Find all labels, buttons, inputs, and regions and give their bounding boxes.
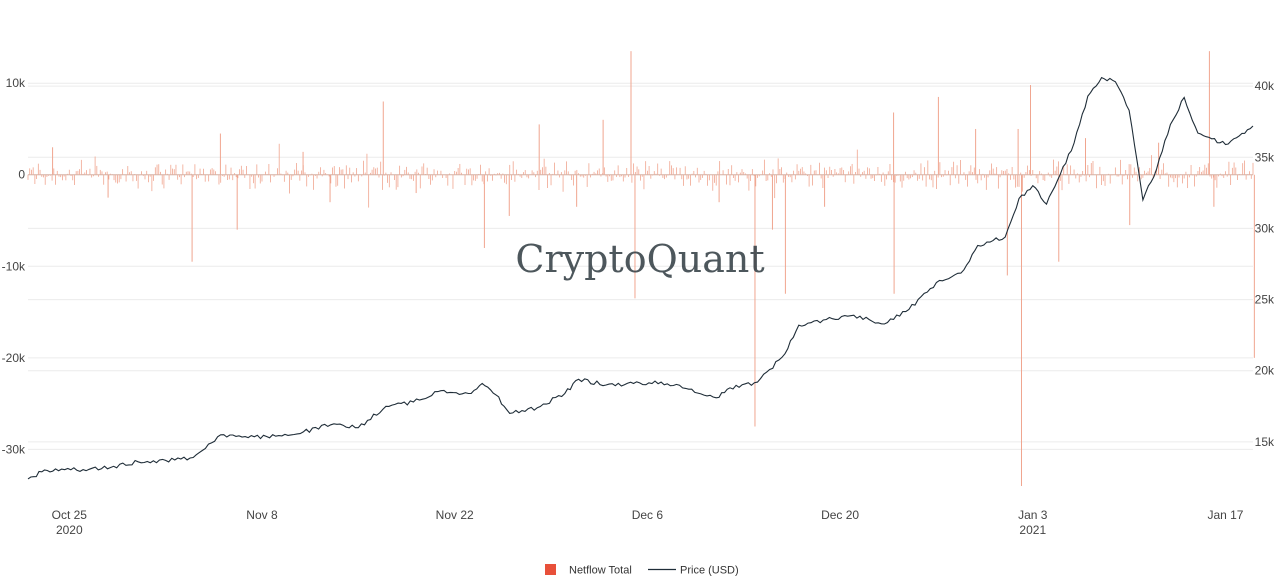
x-tick-label: Dec 6 — [632, 508, 664, 522]
x-tick-label: Dec 20 — [821, 508, 859, 522]
left-tick-label: 10k — [6, 76, 26, 90]
x-tick-year-label: 2021 — [1019, 523, 1046, 537]
price-line — [27, 76, 1254, 480]
left-axis-ticks: 10k 0 -10k -20k -30k — [2, 76, 26, 456]
x-tick-label: Oct 25 — [52, 508, 88, 522]
right-tick-label: 15k — [1255, 435, 1275, 449]
right-tick-label: 25k — [1255, 293, 1275, 307]
legend[interactable]: Netflow Total Price (USD) — [545, 564, 739, 577]
right-tick-label: 20k — [1255, 364, 1275, 378]
left-tick-label: -30k — [2, 442, 26, 456]
brand-watermark: CryptoQuant — [515, 237, 764, 281]
right-tick-label: 40k — [1255, 79, 1275, 93]
right-tick-label: 30k — [1255, 221, 1275, 235]
left-tick-label: -10k — [2, 259, 26, 273]
left-tick-label: -20k — [2, 351, 26, 365]
x-tick-label: Jan 17 — [1207, 508, 1243, 522]
legend-label-netflow[interactable]: Netflow Total — [569, 565, 632, 577]
x-tick-label: Nov 22 — [436, 508, 474, 522]
right-tick-label: 35k — [1255, 150, 1275, 164]
x-tick-label: Nov 8 — [246, 508, 278, 522]
x-tick-year-label: 2020 — [56, 523, 83, 537]
left-tick-label: 0 — [18, 168, 25, 182]
x-tick-label: Jan 3 — [1018, 508, 1048, 522]
legend-label-price[interactable]: Price (USD) — [680, 565, 739, 577]
legend-swatch-netflow[interactable] — [545, 564, 556, 575]
right-axis-ticks: 40k 35k 30k 25k 20k 15k — [1255, 79, 1275, 449]
